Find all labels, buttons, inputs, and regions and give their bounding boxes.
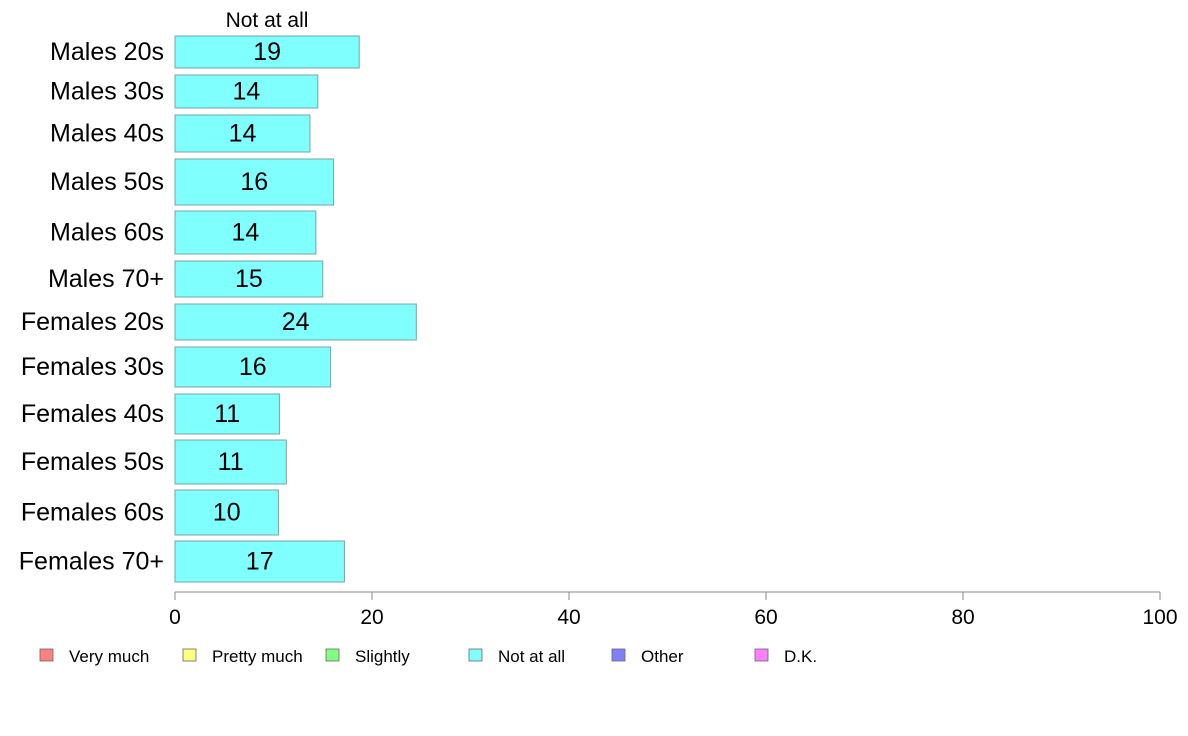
category-label: Males 40s [50, 120, 164, 148]
bar [174, 210, 317, 255]
data-label: 15 [235, 265, 263, 293]
bar [174, 439, 287, 485]
series-header: Not at all [226, 9, 309, 32]
legend-label: Other [641, 647, 684, 666]
category-label: Females 60s [21, 499, 164, 527]
legend-swatch [611, 648, 626, 662]
category-label: Females 50s [21, 448, 164, 476]
data-label: 14 [232, 219, 260, 247]
data-label: 16 [239, 353, 267, 381]
bar [174, 114, 311, 153]
legend-swatch [468, 648, 483, 662]
bar [174, 393, 280, 435]
x-tick-label: 40 [557, 606, 580, 629]
data-label: 16 [240, 168, 268, 196]
bar [174, 346, 332, 388]
data-label: 10 [213, 499, 241, 527]
category-label: Females 40s [21, 400, 164, 428]
category-label: Females 70+ [19, 548, 164, 576]
data-label: 14 [233, 78, 261, 106]
data-label: 17 [246, 548, 274, 576]
bars: Males 20s 19 Males 30s 14 Males 40s 14 Males 5… [19, 35, 417, 583]
bar [174, 158, 335, 206]
legend-item: Not at all [468, 647, 565, 666]
bar [174, 260, 324, 298]
legend-label: Slightly [355, 647, 410, 666]
category-label: Males 50s [50, 168, 164, 196]
legend-item: Other [611, 647, 684, 666]
bar [174, 35, 360, 69]
x-tick-label: 100 [1142, 606, 1177, 629]
x-axis: 0 20 40 60 80 100 [169, 591, 1178, 629]
data-label: 11 [218, 448, 244, 476]
legend-item: Pretty much [182, 647, 303, 666]
legend-label: Not at all [498, 647, 565, 666]
bar [174, 489, 279, 536]
data-label: 14 [229, 120, 257, 148]
legend-item: Very much [39, 647, 149, 666]
category-label: Males 30s [50, 78, 164, 106]
legend-item: D.K. [754, 647, 817, 666]
bar [174, 303, 417, 341]
category-label: Females 20s [21, 308, 164, 336]
legend-swatch [754, 648, 769, 662]
bar [174, 540, 345, 583]
legend: Very much Pretty much Slightly Not at all Ot… [39, 647, 817, 666]
legend-label: Very much [69, 647, 149, 666]
data-label: 11 [214, 400, 240, 428]
data-label: 19 [253, 38, 281, 66]
category-label: Males 20s [50, 38, 164, 66]
legend-swatch [325, 648, 340, 662]
legend-swatch [39, 648, 54, 662]
legend-swatch [182, 648, 197, 662]
legend-label: D.K. [784, 647, 817, 666]
category-label: Females 30s [21, 353, 164, 381]
category-label: Males 70+ [48, 265, 164, 293]
x-tick-label: 20 [360, 606, 383, 629]
category-label: Males 60s [50, 219, 164, 247]
x-tick-label: 0 [169, 606, 181, 629]
x-tick-label: 60 [754, 606, 777, 629]
bar [174, 74, 319, 109]
x-tick-label: 80 [951, 606, 974, 629]
data-label: 24 [282, 308, 310, 336]
legend-label: Pretty much [212, 647, 303, 666]
legend-item: Slightly [325, 647, 410, 666]
